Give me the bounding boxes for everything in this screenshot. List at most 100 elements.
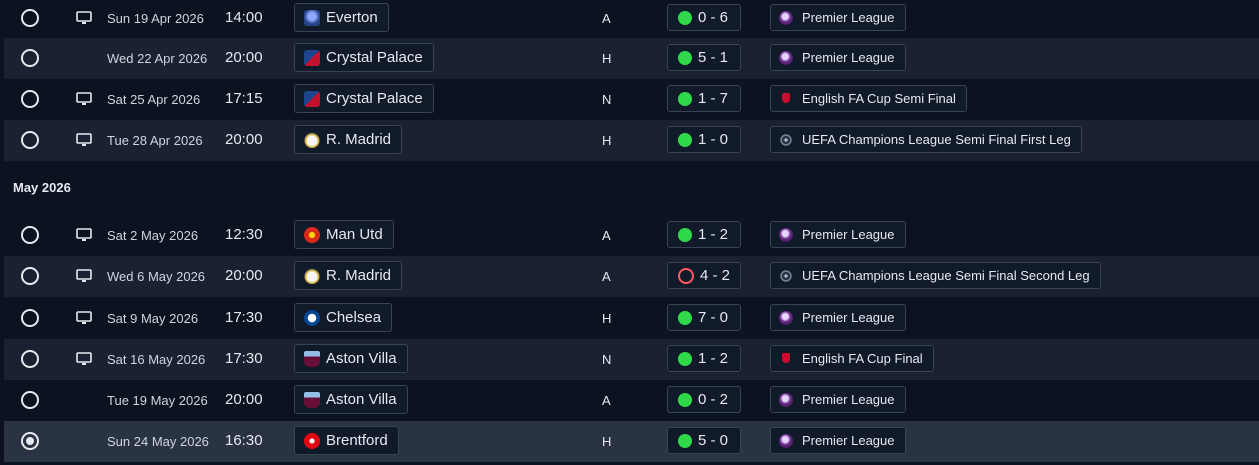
competition-chip[interactable]: Premier League — [770, 427, 906, 454]
win-indicator-icon — [678, 50, 692, 65]
win-indicator-icon — [678, 132, 692, 147]
result-chip[interactable]: 0 - 2 — [667, 386, 741, 413]
fa-cup-icon — [779, 92, 793, 106]
select-radio[interactable] — [21, 267, 39, 285]
champions-league-icon — [779, 268, 793, 283]
competition-name: UEFA Champions League Semi Final Second … — [802, 268, 1090, 283]
fixture-date: Tue 28 Apr 2026 — [107, 133, 203, 148]
fixture-date: Sat 9 May 2026 — [107, 311, 199, 326]
opponent-team-chip[interactable]: R. Madrid — [294, 261, 403, 290]
premier-league-icon — [779, 392, 793, 407]
fixture-row[interactable]: Tue 19 May 2026 20:00 Aston Villa A 0 - 2 Pre… — [4, 380, 1259, 421]
select-radio[interactable] — [21, 432, 39, 450]
fa-cup-icon — [779, 352, 793, 366]
fixture-row[interactable]: Sat 25 Apr 2026 17:15 Crystal Palace N 1 - 7… — [4, 79, 1259, 120]
result-chip[interactable]: 4 - 2 — [667, 262, 741, 289]
result-chip[interactable]: 1 - 7 — [667, 85, 741, 112]
radio-selected-dot — [26, 437, 34, 445]
fixture-time: 20:00 — [225, 391, 263, 408]
fixture-time: 14:00 — [225, 9, 263, 26]
select-radio[interactable] — [21, 350, 39, 368]
result-chip[interactable]: 5 - 1 — [667, 44, 741, 71]
score: 1 - 2 — [698, 350, 729, 367]
competition-chip[interactable]: Premier League — [770, 44, 906, 71]
fixture-row[interactable]: Sat 9 May 2026 17:30 Chelsea H 7 - 0 Premier … — [4, 298, 1259, 339]
tv-icon — [76, 92, 92, 105]
venue: A — [602, 269, 611, 284]
fixture-time: 20:00 — [225, 131, 263, 148]
result-chip[interactable]: 0 - 6 — [667, 4, 741, 31]
win-indicator-icon — [678, 10, 692, 25]
opponent-team-chip[interactable]: Aston Villa — [294, 385, 408, 414]
tv-icon — [76, 311, 92, 324]
result-chip[interactable]: 7 - 0 — [667, 304, 741, 331]
fixture-row[interactable]: Sat 2 May 2026 12:30 Man Utd A 1 - 2 Premier … — [4, 215, 1259, 256]
opponent-team-chip[interactable]: Man Utd — [294, 220, 394, 249]
select-radio[interactable] — [21, 49, 39, 67]
tv-icon — [76, 352, 92, 365]
fixture-row[interactable]: Wed 22 Apr 2026 20:00 Crystal Palace H 5 - 1… — [4, 38, 1259, 79]
fixture-date: Wed 22 Apr 2026 — [107, 51, 208, 66]
fixture-time: 17:30 — [225, 350, 263, 367]
crystal-palace-crest-icon — [304, 90, 320, 107]
competition-chip[interactable]: UEFA Champions League Semi Final First L… — [770, 126, 1082, 153]
opponent-team-chip[interactable]: Everton — [294, 3, 389, 32]
win-indicator-icon — [678, 91, 692, 106]
competition-chip[interactable]: English FA Cup Semi Final — [770, 85, 967, 112]
competition-chip[interactable]: Premier League — [770, 304, 906, 331]
fixture-time: 17:30 — [225, 309, 263, 326]
venue: N — [602, 92, 612, 107]
select-radio[interactable] — [21, 9, 39, 27]
real-madrid-crest-icon — [304, 131, 320, 148]
opponent-team-chip[interactable]: Aston Villa — [294, 344, 408, 373]
competition-chip[interactable]: Premier League — [770, 386, 906, 413]
fixture-row[interactable]: Sun 19 Apr 2026 14:00 Everton A 0 - 6 Premier… — [4, 0, 1259, 39]
opponent-team-chip[interactable]: Crystal Palace — [294, 84, 434, 113]
venue: H — [602, 311, 612, 326]
competition-chip[interactable]: English FA Cup Final — [770, 345, 934, 372]
champions-league-icon — [779, 132, 793, 147]
select-radio[interactable] — [21, 391, 39, 409]
fixture-date: Sun 19 Apr 2026 — [107, 11, 204, 26]
competition-chip[interactable]: Premier League — [770, 221, 906, 248]
result-chip[interactable]: 5 - 0 — [667, 427, 741, 454]
fixture-row[interactable]: Sat 16 May 2026 17:30 Aston Villa N 1 - 2 Eng… — [4, 339, 1259, 380]
opponent-name: Aston Villa — [326, 350, 397, 367]
competition-name: Premier League — [802, 392, 895, 407]
brentford-crest-icon — [304, 432, 320, 449]
man-utd-crest-icon — [304, 226, 320, 243]
score: 5 - 0 — [698, 432, 729, 449]
select-radio[interactable] — [21, 90, 39, 108]
fixture-row[interactable]: Wed 6 May 2026 20:00 R. Madrid A 4 - 2 UEFA C… — [4, 256, 1259, 297]
select-radio[interactable] — [21, 131, 39, 149]
venue: H — [602, 51, 612, 66]
select-radio[interactable] — [21, 309, 39, 327]
opponent-name: Man Utd — [326, 226, 383, 243]
score: 0 - 2 — [698, 391, 729, 408]
real-madrid-crest-icon — [304, 267, 320, 284]
competition-chip[interactable]: UEFA Champions League Semi Final Second … — [770, 262, 1101, 289]
fixture-date: Sat 2 May 2026 — [107, 228, 199, 243]
tv-icon — [76, 228, 92, 241]
opponent-team-chip[interactable]: Crystal Palace — [294, 43, 434, 72]
opponent-name: Chelsea — [326, 309, 382, 326]
competition-chip[interactable]: Premier League — [770, 4, 906, 31]
crystal-palace-crest-icon — [304, 49, 320, 66]
result-chip[interactable]: 1 - 0 — [667, 126, 741, 153]
competition-name: Premier League — [802, 433, 895, 448]
opponent-team-chip[interactable]: R. Madrid — [294, 125, 403, 154]
fixture-row[interactable]: Sun 24 May 2026 16:30 Brentford H 5 - 0 Premi… — [4, 421, 1259, 462]
opponent-team-chip[interactable]: Chelsea — [294, 303, 393, 332]
competition-name: Premier League — [802, 227, 895, 242]
fixture-row[interactable]: Tue 28 Apr 2026 20:00 R. Madrid H 1 - 0 UEFA … — [4, 120, 1259, 161]
result-chip[interactable]: 1 - 2 — [667, 345, 741, 372]
opponent-team-chip[interactable]: Brentford — [294, 426, 399, 455]
venue: H — [602, 133, 612, 148]
score: 5 - 1 — [698, 49, 729, 66]
win-indicator-icon — [678, 351, 692, 366]
venue: A — [602, 11, 611, 26]
select-radio[interactable] — [21, 226, 39, 244]
score: 4 - 2 — [700, 267, 731, 284]
result-chip[interactable]: 1 - 2 — [667, 221, 741, 248]
